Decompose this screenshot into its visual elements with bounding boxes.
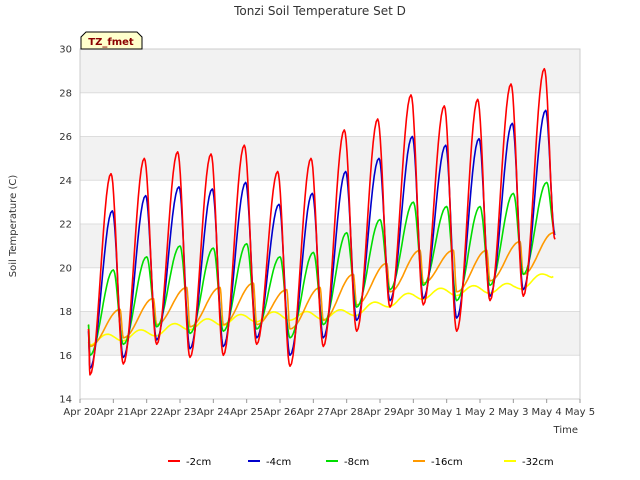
x-tick-label: Apr 27: [297, 407, 330, 418]
x-tick-label: Apr 28: [330, 407, 363, 418]
legend-label: -16cm: [431, 457, 463, 468]
site-label: TZ_fmet: [88, 37, 134, 48]
x-tick-label: Apr 24: [197, 407, 230, 418]
x-tick-label: Apr 23: [163, 407, 196, 418]
site-label-box: TZ_fmet: [80, 31, 143, 50]
legend-label: -4cm: [266, 457, 291, 468]
y-tick-label: 28: [59, 88, 72, 99]
x-axis-tick-labels: Apr 20 Apr 21 Apr 22 Apr 23 Apr 24 Apr 25 Apr …: [63, 399, 595, 418]
x-tick-label: Apr 20: [63, 407, 96, 418]
x-tick-label: Apr 30: [397, 407, 430, 418]
y-axis-title: Soil Temperature (C): [8, 175, 19, 278]
x-tick-label: May 4: [532, 407, 562, 418]
x-tick-label: May 1: [432, 407, 462, 418]
plot-band: [80, 311, 580, 356]
legend-label: -2cm: [186, 457, 211, 468]
x-tick-label: Apr 22: [130, 407, 163, 418]
series-line-minus-16cm: [87, 231, 556, 348]
plot-band: [80, 136, 580, 181]
y-tick-label: 26: [59, 132, 72, 143]
plot-band: [80, 49, 580, 93]
y-tick-label: 24: [59, 176, 72, 187]
x-tick-label: May 3: [498, 407, 528, 418]
chart-title: Tonzi Soil Temperature Set D: [233, 4, 406, 18]
x-axis-title: Time: [553, 425, 578, 436]
x-tick-label: May 2: [465, 407, 495, 418]
y-tick-label: 20: [59, 263, 72, 274]
plot-frame: [79, 48, 581, 400]
x-tick-label: May 5: [565, 407, 595, 418]
y-tick-label: 14: [59, 395, 72, 406]
x-tick-label: Apr 29: [363, 407, 396, 418]
legend-label: -8cm: [344, 457, 369, 468]
legend: -2cm -4cm -8cm -16cm -32cm: [168, 457, 554, 468]
series-lines: [87, 67, 556, 376]
x-tick-label: Apr 25: [230, 407, 263, 418]
y-tick-label: 18: [59, 307, 72, 318]
x-tick-label: Apr 26: [263, 407, 296, 418]
y-tick-label: 30: [59, 45, 72, 56]
series-line-minus-2cm: [87, 67, 556, 376]
y-tick-label: 22: [59, 220, 72, 231]
legend-label: -32cm: [522, 457, 554, 468]
y-tick-label: 16: [59, 351, 72, 362]
y-axis-tick-labels: 14 16 18 20 22 24 26 28 30: [59, 45, 72, 406]
x-tick-label: Apr 21: [97, 407, 130, 418]
